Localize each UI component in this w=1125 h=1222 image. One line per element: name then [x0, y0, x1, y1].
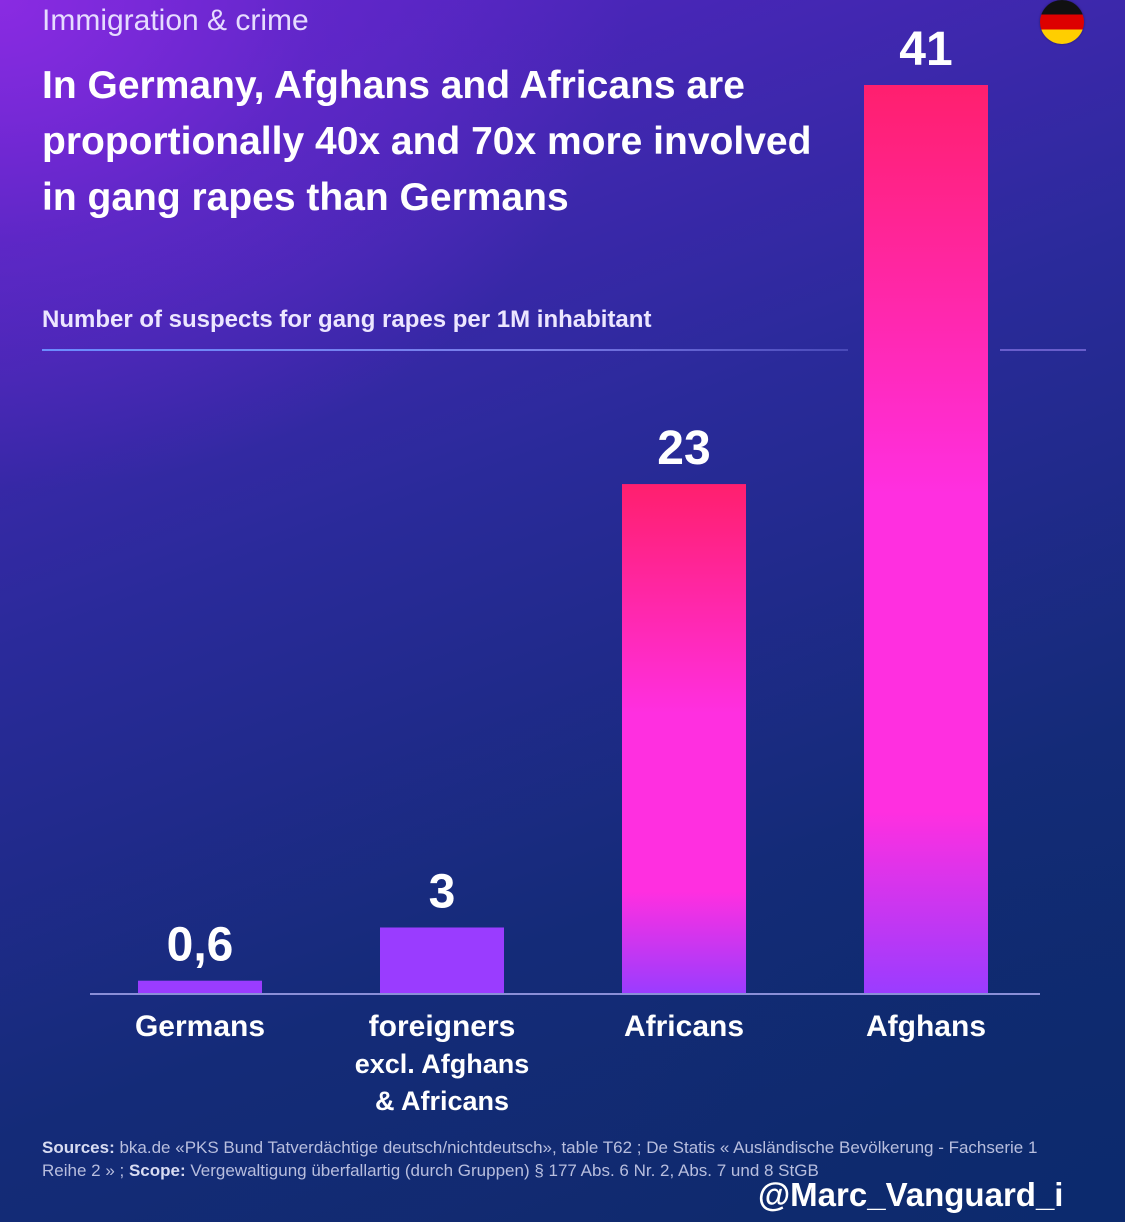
bar-0: [138, 980, 262, 994]
category-label-1-2: & Africans: [375, 1086, 509, 1116]
sources-note: Sources: bka.de «PKS Bund Tatverdächtige…: [42, 1136, 1052, 1182]
sources-label: Sources:: [42, 1138, 115, 1157]
bar-2: [622, 484, 746, 994]
subtitle-divider-right: [1000, 349, 1086, 351]
value-label-1: 3: [429, 865, 456, 918]
value-label-3: 41: [899, 23, 952, 76]
scope-text: Vergewaltigung überfallartig (durch Grup…: [185, 1161, 819, 1180]
category-label-1-0: foreigners: [369, 1010, 516, 1043]
value-label-0: 0,6: [167, 919, 234, 972]
author-handle: @Marc_Vanguard_i: [758, 1176, 1064, 1213]
bar-3: [864, 85, 988, 994]
category-label-1-1: excl. Afghans: [355, 1049, 530, 1079]
value-label-2: 23: [657, 422, 710, 475]
category-label-0-0: Germans: [135, 1010, 265, 1043]
bar-1: [380, 927, 504, 994]
sources-text: bka.de «PKS Bund Tatverdächtige deutsch/…: [42, 1138, 1038, 1180]
subtitle-divider: [42, 349, 848, 351]
category-label-2-0: Africans: [624, 1010, 744, 1043]
scope-label: Scope:: [128, 1161, 186, 1180]
category-label-3-0: Afghans: [866, 1010, 986, 1043]
germany-flag-icon: [1040, 0, 1084, 44]
chart-subtitle: Number of suspects for gang rapes per 1M…: [42, 306, 652, 333]
headline: In Germany, Afghans and Africans are pro…: [42, 64, 812, 219]
kicker: Immigration & crime: [42, 4, 309, 37]
